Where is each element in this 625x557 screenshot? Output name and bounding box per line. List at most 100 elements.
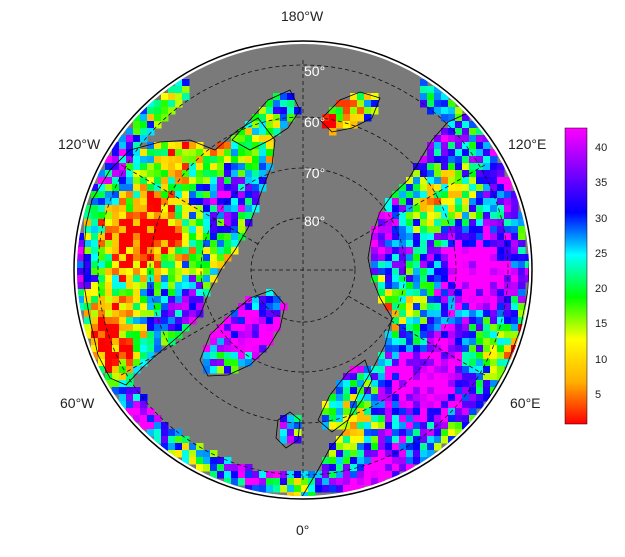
data-cell: [378, 254, 386, 262]
data-cell: [455, 338, 463, 346]
data-cell: [140, 324, 148, 332]
data-cell: [196, 310, 204, 318]
data-cell: [434, 366, 442, 374]
data-cell: [350, 422, 358, 430]
data-cell: [210, 261, 218, 269]
data-cell: [266, 324, 274, 332]
data-cell: [392, 443, 400, 451]
data-cell: [385, 226, 393, 234]
data-cell: [210, 226, 218, 234]
data-cell: [238, 219, 246, 227]
data-cell: [217, 464, 225, 472]
data-cell: [427, 170, 435, 178]
data-cell: [504, 233, 512, 241]
data-cell: [119, 387, 127, 395]
data-cell: [238, 170, 246, 178]
data-cell: [413, 163, 421, 171]
data-cell: [385, 373, 393, 381]
data-cell: [77, 268, 85, 276]
data-cell: [329, 401, 337, 409]
data-cell: [133, 310, 141, 318]
data-cell: [490, 233, 498, 241]
data-cell: [378, 240, 386, 248]
data-cell: [483, 303, 491, 311]
data-cell: [392, 226, 400, 234]
data-cell: [140, 282, 148, 290]
data-cell: [266, 317, 274, 325]
data-cell: [196, 464, 204, 472]
data-cell: [350, 471, 358, 479]
data-cell: [462, 268, 470, 276]
data-cell: [420, 373, 428, 381]
data-cell: [364, 387, 372, 395]
data-cell: [469, 359, 477, 367]
data-cell: [238, 359, 246, 367]
data-cell: [357, 443, 365, 451]
data-cell: [252, 177, 260, 185]
data-cell: [441, 142, 449, 150]
data-cell: [462, 198, 470, 206]
data-cell: [287, 422, 295, 430]
data-cell: [126, 149, 134, 157]
data-cell: [126, 359, 134, 367]
coastline-scandinavia: [317, 359, 373, 433]
data-cell: [525, 275, 529, 283]
data-cell: [448, 310, 456, 318]
data-cell: [182, 226, 190, 234]
data-cell: [161, 205, 169, 213]
data-cell: [266, 331, 274, 339]
data-cell: [357, 415, 365, 423]
data-cell: [154, 268, 162, 276]
data-cell: [119, 198, 127, 206]
data-cell: [469, 394, 477, 402]
data-cell: [406, 464, 414, 472]
data-cell: [364, 457, 372, 465]
data-cell: [133, 324, 141, 332]
data-cell: [245, 212, 253, 220]
data-cell: [413, 450, 421, 458]
data-cell: [126, 324, 134, 332]
data-cell: [490, 275, 498, 283]
data-cell: [189, 282, 197, 290]
data-cell: [357, 401, 365, 409]
data-cell: [448, 177, 456, 185]
data-cell: [224, 205, 232, 213]
data-cell: [441, 359, 449, 367]
data-cell: [476, 226, 484, 234]
data-cell: [392, 366, 400, 374]
data-cell: [175, 296, 183, 304]
data-cell: [175, 324, 183, 332]
data-cell: [112, 296, 120, 304]
data-cell: [406, 352, 414, 360]
data-cell: [448, 156, 456, 164]
data-cell: [238, 156, 246, 164]
data-cell: [133, 177, 141, 185]
data-cell: [140, 310, 148, 318]
data-cell: [280, 114, 288, 122]
data-cell: [462, 219, 470, 227]
data-cell: [420, 443, 428, 451]
data-cell: [455, 233, 463, 241]
data-cell: [455, 128, 463, 136]
data-cell: [238, 149, 246, 157]
data-cell: [224, 219, 232, 227]
data-cell: [504, 289, 512, 297]
data-cell: [420, 303, 428, 311]
data-cell: [427, 443, 435, 451]
data-cell: [476, 240, 484, 248]
data-cell: [119, 352, 127, 360]
data-cell: [406, 394, 414, 402]
data-cell: [434, 422, 442, 430]
data-cell: [476, 345, 484, 353]
data-cell: [210, 457, 218, 465]
data-cell: [168, 86, 176, 94]
data-cell: [147, 184, 155, 192]
data-cell: [364, 415, 372, 423]
data-cell: [504, 177, 512, 185]
lon-label-60w: 60°W: [60, 395, 95, 411]
data-cell: [252, 149, 260, 157]
data-cell: [399, 317, 407, 325]
data-cell: [413, 289, 421, 297]
data-cell: [371, 268, 379, 276]
